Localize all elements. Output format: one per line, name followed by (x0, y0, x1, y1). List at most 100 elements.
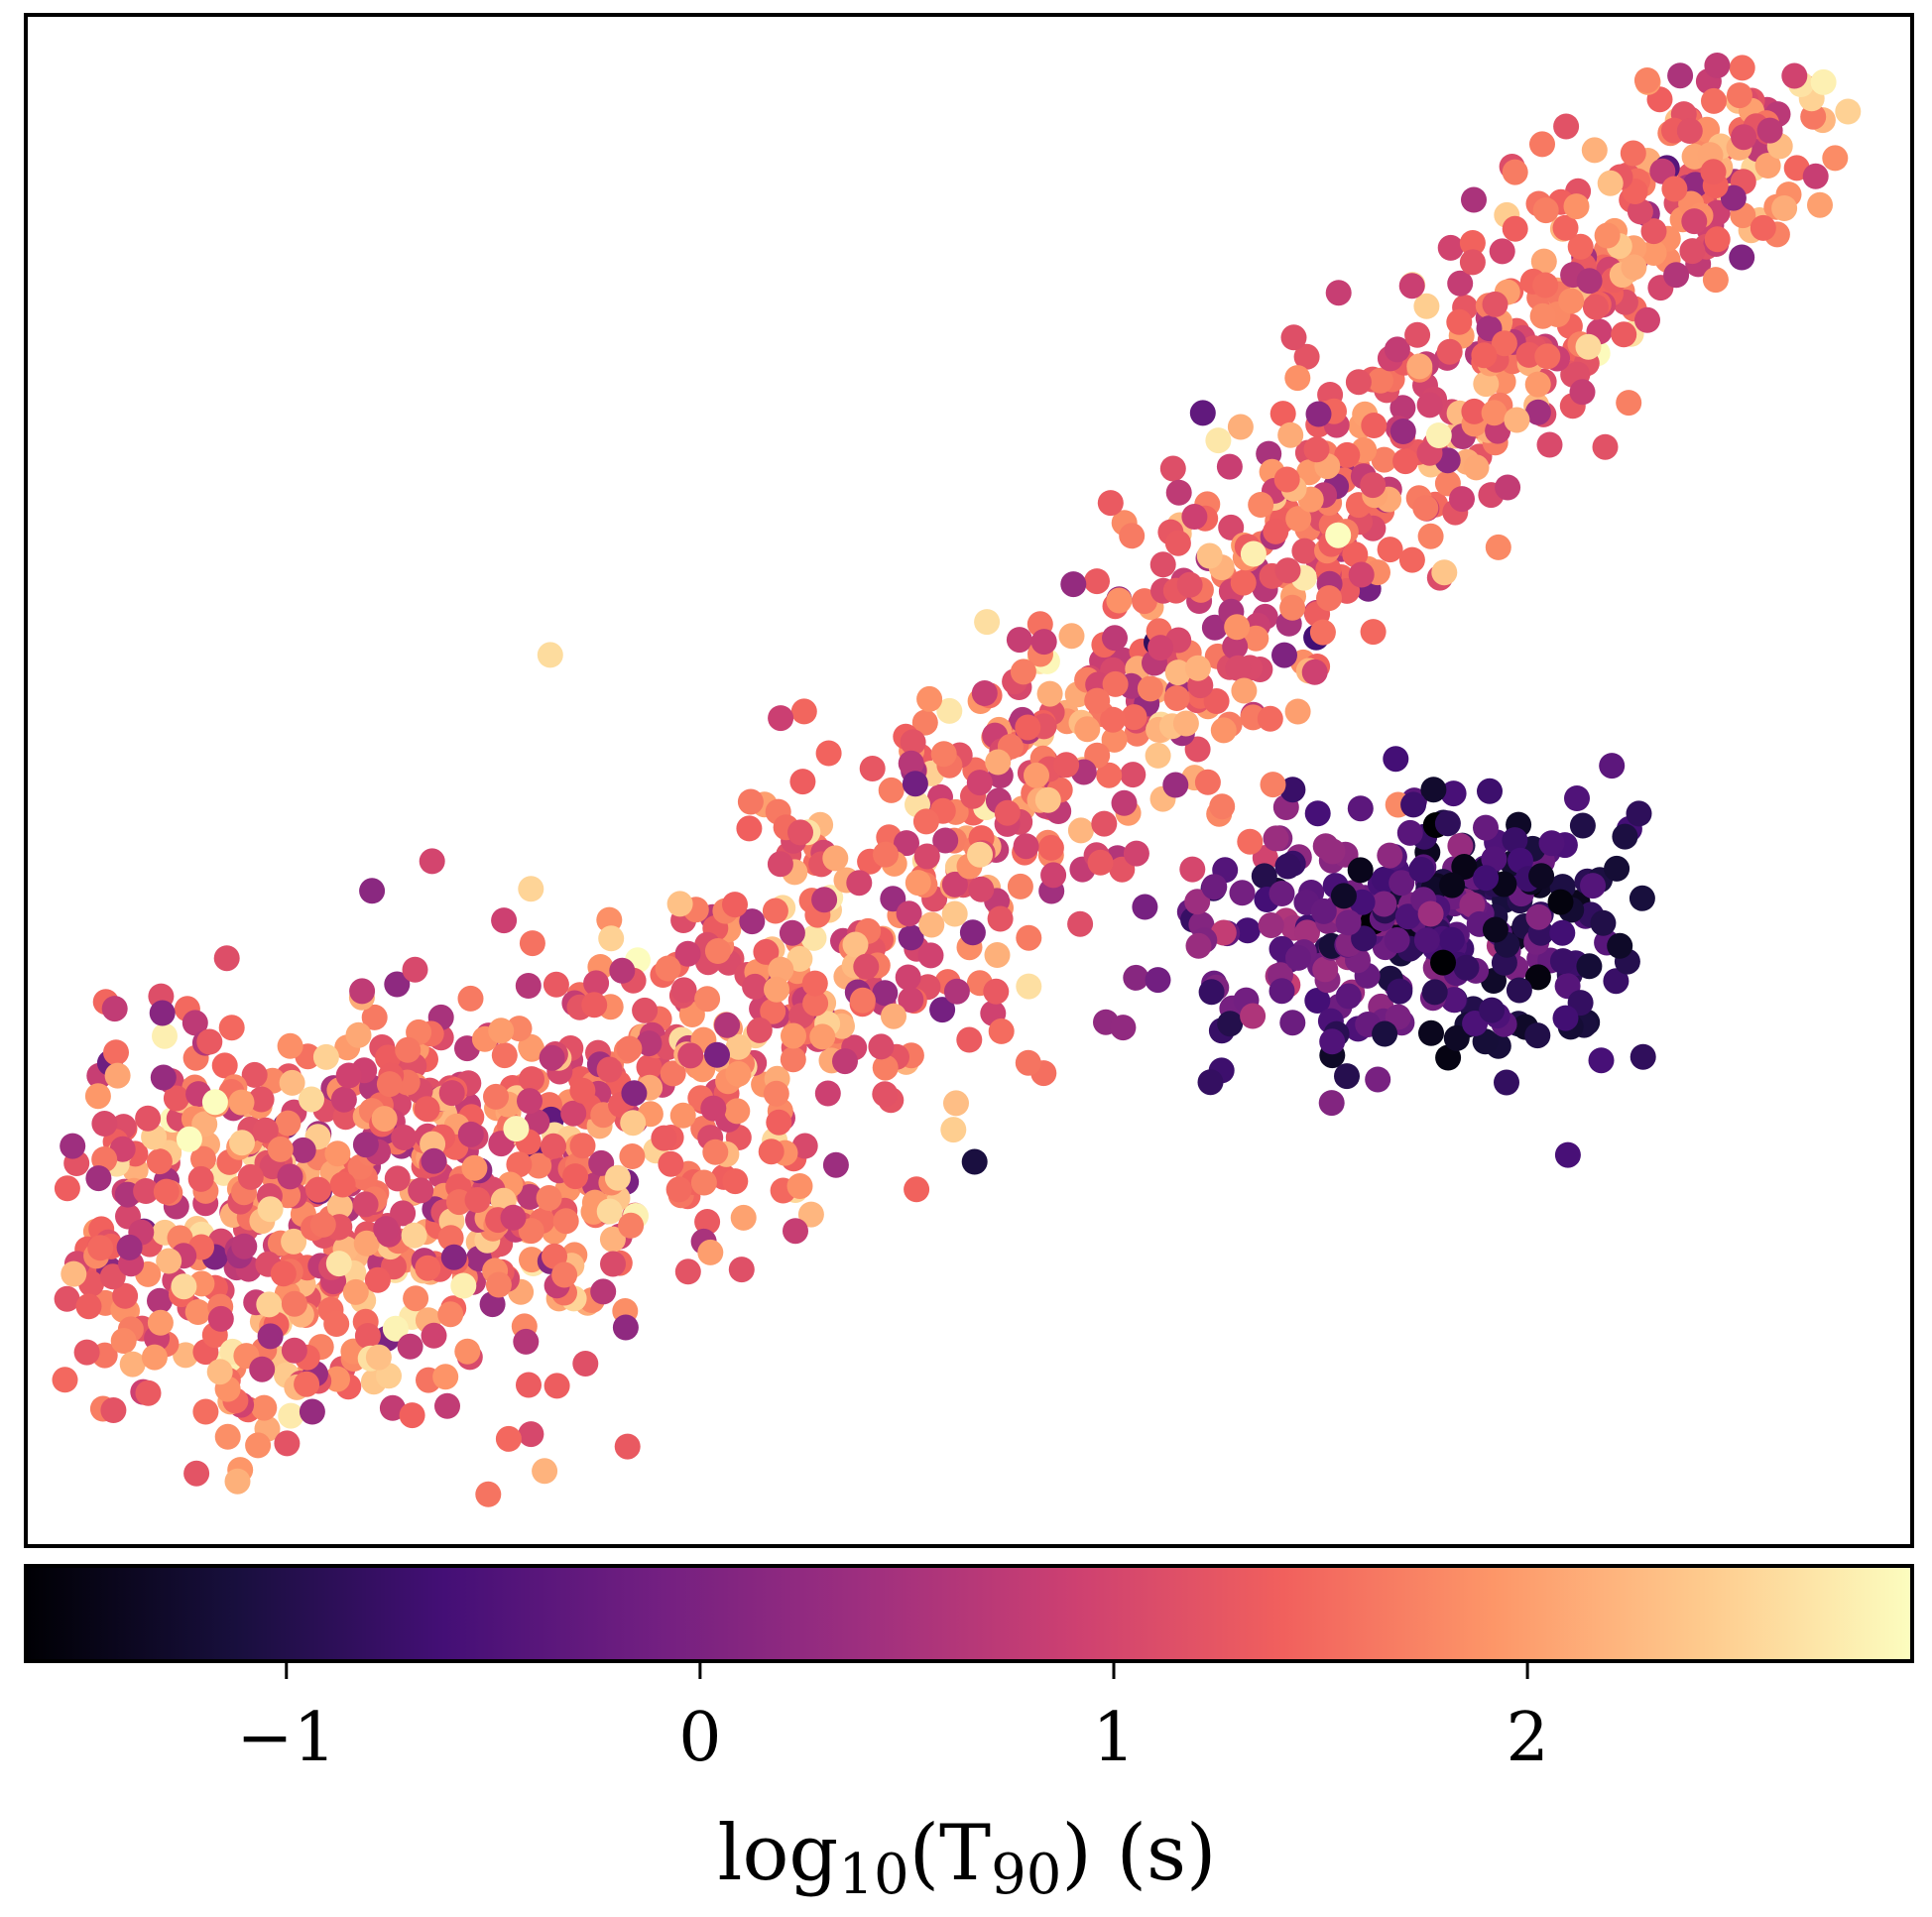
scatter-point (766, 1109, 792, 1136)
scatter-point (904, 1176, 930, 1203)
colorbar-label-prefix: log (718, 1809, 839, 1898)
scatter-point (518, 1033, 544, 1060)
scatter-point (1243, 625, 1269, 652)
scatter-point (762, 898, 788, 924)
scatter-point (1567, 233, 1594, 260)
scatter-point (275, 1110, 302, 1137)
scatter-point (1132, 588, 1157, 615)
scatter-point (1620, 140, 1646, 167)
scatter-point (1165, 479, 1192, 506)
scatter-point (1581, 137, 1608, 164)
scatter-point (1781, 62, 1808, 89)
scatter-point (1120, 762, 1147, 788)
scatter-point (1473, 814, 1499, 841)
scatter-point (1248, 492, 1274, 518)
scatter-point (329, 1171, 356, 1198)
scatter-point (1260, 772, 1286, 798)
scatter-point (966, 770, 993, 796)
scatter-point (1240, 540, 1267, 567)
scatter-point (898, 924, 924, 951)
scatter-point (1145, 967, 1171, 994)
scatter-point (900, 729, 926, 756)
scatter-point (1807, 191, 1833, 218)
scatter-point (1074, 716, 1101, 743)
scatter-point (1271, 642, 1297, 668)
scatter-point (251, 1394, 278, 1421)
scatter-point (278, 1402, 304, 1429)
scatter-point (971, 680, 998, 706)
scatter-point (842, 931, 869, 958)
scatter-points (52, 53, 1862, 1507)
scatter-point (60, 1133, 86, 1159)
scatter-point (1396, 819, 1423, 846)
scatter-point (1835, 98, 1862, 125)
scatter-point (1384, 927, 1410, 953)
scatter-point (1198, 979, 1225, 1006)
scatter-point (1230, 569, 1257, 596)
scatter-point (503, 1116, 530, 1142)
scatter-point (116, 1234, 143, 1260)
scatter-point (408, 1177, 434, 1204)
scatter-point (1318, 1090, 1345, 1117)
scatter-point (1067, 910, 1094, 937)
scatter-point (764, 976, 789, 1003)
scatter-point (725, 1033, 752, 1060)
scatter-point (1194, 769, 1221, 795)
scatter-point (1319, 1028, 1346, 1055)
scatter-point (1597, 170, 1624, 196)
scatter-point (1438, 926, 1465, 953)
scatter-point (290, 1137, 316, 1163)
scatter-point (1335, 983, 1362, 1010)
scatter-point (515, 973, 542, 999)
scatter-point (1431, 559, 1458, 586)
scatter-point (1481, 400, 1508, 426)
scatter-point (1377, 842, 1403, 869)
scatter-point (1461, 186, 1487, 213)
scatter-point (612, 1314, 639, 1341)
scatter-point (1461, 398, 1488, 424)
scatter-point (1750, 214, 1776, 241)
scatter-point (620, 1110, 647, 1137)
scatter-point (1201, 874, 1228, 900)
scatter-point (1334, 1063, 1360, 1090)
scatter-point (359, 878, 386, 904)
scatter-point (119, 1351, 146, 1378)
scatter-point (660, 1060, 686, 1087)
scatter-point (1479, 997, 1506, 1023)
scatter-point (1502, 827, 1528, 854)
scatter-point (1184, 655, 1211, 681)
scatter-point (1515, 341, 1542, 368)
scatter-point (1663, 262, 1690, 289)
scatter-point (974, 609, 1001, 636)
scatter-point (988, 1018, 1015, 1044)
scatter-point (173, 1342, 199, 1369)
scatter-point (275, 1182, 302, 1209)
scatter-point (1482, 916, 1509, 943)
scatter-point (1119, 523, 1146, 549)
scatter-point (1101, 726, 1128, 753)
scatter-point (384, 971, 411, 998)
scatter-point (789, 769, 816, 795)
scatter-point (330, 1086, 357, 1113)
scatter-point (196, 1028, 223, 1055)
scatter-point (1209, 793, 1236, 820)
scatter-point (1274, 853, 1301, 880)
scatter-point (1383, 746, 1409, 773)
scatter-point (562, 1163, 589, 1190)
scatter-point (399, 1402, 425, 1429)
scatter-point (967, 841, 993, 868)
scatter-point (1406, 353, 1433, 380)
scatter-point (1394, 903, 1421, 930)
scatter-point (1436, 338, 1463, 365)
scatter-point (241, 1061, 268, 1088)
scatter-point (488, 1018, 515, 1044)
colorbar (26, 1566, 1912, 1661)
scatter-point (658, 1150, 684, 1177)
scatter-point (1434, 810, 1461, 837)
scatter-point (1547, 889, 1574, 915)
scatter-point (345, 1021, 372, 1048)
scatter-point (376, 1071, 403, 1098)
scatter-point (1222, 634, 1249, 659)
scatter-point (1536, 431, 1563, 458)
scatter-point (1325, 280, 1352, 306)
